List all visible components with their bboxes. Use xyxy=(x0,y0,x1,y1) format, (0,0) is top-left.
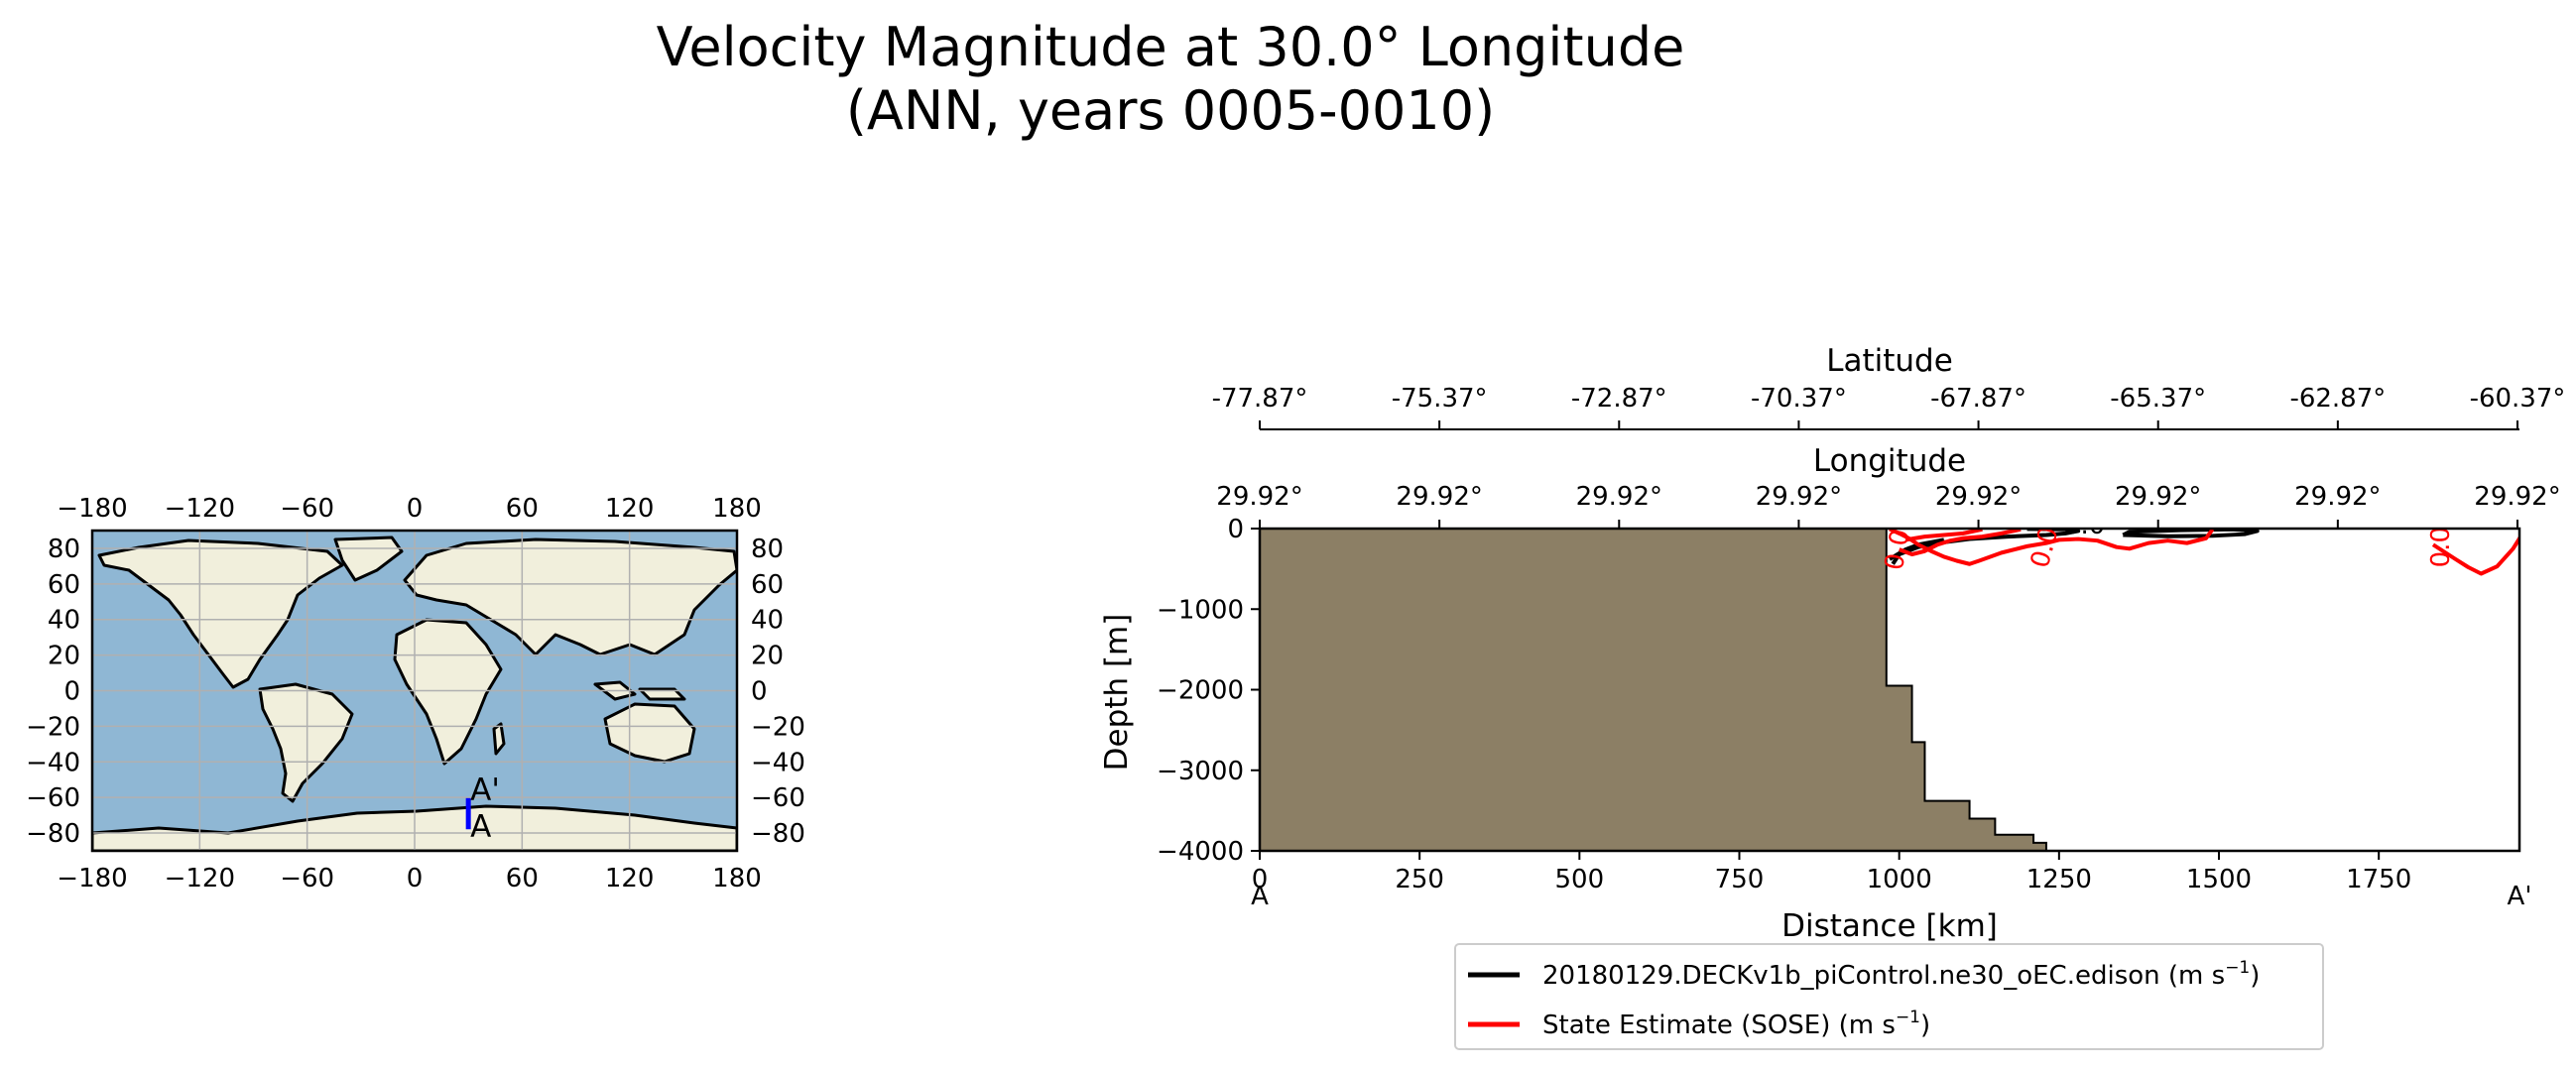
top-axis-tick-label: -77.87° xyxy=(1212,384,1308,414)
contour-sose xyxy=(2431,535,2519,576)
top-axis-tick-label: 29.92° xyxy=(1216,482,1302,512)
map-xtick-top-label: 0 xyxy=(407,494,424,524)
endpoint-label-end: A' xyxy=(2508,882,2532,911)
map-xtick-bottom-label: 120 xyxy=(605,864,655,893)
top-axis-tick-label: 29.92° xyxy=(1756,482,1842,512)
map-xtick-bottom-label: −120 xyxy=(165,864,235,893)
map-ytick-left-label: 60 xyxy=(48,570,80,600)
top-axis-label-latitude: Latitude xyxy=(1826,343,1953,379)
y-tick-label: −2000 xyxy=(1157,676,1244,706)
map-ytick-left-label: 20 xyxy=(48,642,80,671)
map-ytick-right-label: −80 xyxy=(751,819,805,849)
map-ytick-right-label: 40 xyxy=(751,606,784,636)
top-axes: Latitude -77.87° -75.37° -72.87° -70.37° -67.… xyxy=(1212,343,2566,529)
map-xtick-bottom-label: 0 xyxy=(407,864,424,893)
contour-lines: 0.00.0 0.00.0 xyxy=(1880,511,2519,576)
map-frame xyxy=(90,529,739,853)
top-axis-tick-label: 29.92° xyxy=(2294,482,2381,512)
legend-box xyxy=(1454,943,2324,1050)
map-ytick-left-label: −80 xyxy=(26,819,80,849)
y-tick-label: −3000 xyxy=(1157,757,1244,786)
x-axis-label: Distance [km] xyxy=(1781,908,1998,944)
land-indonesia xyxy=(593,680,686,701)
legend: 20180129.DECKv1b_piControl.ne30_oEC.edis… xyxy=(1454,943,2324,1050)
map-ytick-right-label: 60 xyxy=(751,570,784,600)
legend-entry-0: 20180129.DECKv1b_piControl.ne30_oEC.edis… xyxy=(1542,958,2260,991)
map-ytick-left-label: −20 xyxy=(26,712,80,742)
map-ytick-right-label: −60 xyxy=(751,783,805,813)
figure-title-line2: (ANN, years 0005-0010) xyxy=(846,79,1495,142)
map-xtick-top-label: 120 xyxy=(605,494,655,524)
map-ytick-left-label: 80 xyxy=(48,535,80,564)
map-xtick-top-label: 60 xyxy=(506,494,539,524)
land-australia xyxy=(603,702,696,764)
map-ytick-left-label: 0 xyxy=(63,677,80,707)
contour-label: 0.0 xyxy=(1880,527,1916,572)
map-xtick-top-label: −60 xyxy=(280,494,334,524)
top-axis-tick-label: -65.37° xyxy=(2110,384,2206,414)
map-ticks: −180 −180 −120 −120 −60 −60 0 0 60 60 120 120 180 180… xyxy=(26,494,805,893)
top-axis-tick-label: -60.37° xyxy=(2470,384,2566,414)
endpoint-label-start: A xyxy=(1251,882,1269,911)
map-ytick-right-label: −20 xyxy=(751,712,805,742)
section-panel: 0.00.0 0.00.0 0 250 500 750 1000 1250 1500 17500… xyxy=(1099,343,2565,944)
map-ytick-right-label: 20 xyxy=(751,642,784,671)
x-tick-label: 0 xyxy=(1252,865,1269,894)
top-axis-tick-label: 29.92° xyxy=(1396,482,1482,512)
x-tick-label: 250 xyxy=(1395,865,1444,894)
y-tick-label: −1000 xyxy=(1157,595,1244,625)
x-tick-label: 500 xyxy=(1555,865,1605,894)
map-xtick-bottom-label: 180 xyxy=(712,864,762,893)
y-tick-label: 0 xyxy=(1227,515,1244,544)
section-ticks: 0 250 500 750 1000 1250 1500 1750 0 −1000 −2000 −30… xyxy=(1157,515,2411,894)
contour-sose xyxy=(1898,529,2022,556)
map-xtick-bottom-label: −60 xyxy=(280,864,334,893)
top-axis-tick-label: 29.92° xyxy=(1935,482,2022,512)
top-axis-label-longitude: Longitude xyxy=(1813,443,1966,479)
x-tick-label: 1750 xyxy=(2346,865,2411,894)
map-xtick-bottom-label: 60 xyxy=(506,864,539,893)
legend-entry-1: State Estimate (SOSE) (m s−1) xyxy=(1542,1008,1930,1040)
x-tick-label: 750 xyxy=(1715,865,1765,894)
contour-model xyxy=(1888,537,1945,561)
map-xtick-top-label: 180 xyxy=(712,494,762,524)
top-axis-tick-label: 29.92° xyxy=(2115,482,2201,512)
top-axis-tick-label: -72.87° xyxy=(1571,384,1667,414)
top-axis-tick-label: -75.37° xyxy=(1392,384,1488,414)
top-axis-tick-label: -70.37° xyxy=(1751,384,1847,414)
contour-label: 0.0 xyxy=(2426,527,2456,567)
top-axis-tick-label: 29.92° xyxy=(2474,482,2560,512)
transect-label-start: A xyxy=(470,809,491,845)
map-ytick-left-label: −40 xyxy=(26,748,80,777)
map-ytick-right-label: 80 xyxy=(751,535,784,564)
top-axis-tick-label: 29.92° xyxy=(1576,482,1662,512)
top-axis-tick-label: -67.87° xyxy=(1930,384,2026,414)
contour-model xyxy=(1891,529,2081,565)
figure-title-line1: Velocity Magnitude at 30.0° Longitude xyxy=(657,16,1685,78)
contour-model xyxy=(2122,529,2260,538)
y-axis-label: Depth [m] xyxy=(1099,614,1135,772)
bathymetry-fill xyxy=(1260,529,2047,851)
contour-label: 0.0 xyxy=(2064,511,2105,540)
map-xtick-bottom-label: −180 xyxy=(57,864,127,893)
x-tick-label: 1000 xyxy=(1867,865,1932,894)
contour-sose xyxy=(1889,529,2215,566)
map-ytick-left-label: 40 xyxy=(48,606,80,636)
x-tick-label: 1500 xyxy=(2186,865,2252,894)
map-ytick-right-label: −40 xyxy=(751,748,805,777)
land-north-america xyxy=(97,538,344,689)
map-panel: A' A −180 −180 −120 −120 −60 −60 0 0 60 60 120 120 1… xyxy=(26,494,805,893)
contour-sose xyxy=(1904,529,1983,542)
transect-label-end: A' xyxy=(470,773,500,808)
y-tick-label: −4000 xyxy=(1157,837,1244,867)
x-tick-label: 1250 xyxy=(2026,865,2092,894)
land-south-america xyxy=(258,682,354,803)
map-xtick-top-label: −180 xyxy=(57,494,127,524)
map-ytick-left-label: −60 xyxy=(26,783,80,813)
top-axis-tick-label: -62.87° xyxy=(2289,384,2386,414)
map-ytick-right-label: 0 xyxy=(751,677,768,707)
map-xtick-top-label: −120 xyxy=(165,494,235,524)
